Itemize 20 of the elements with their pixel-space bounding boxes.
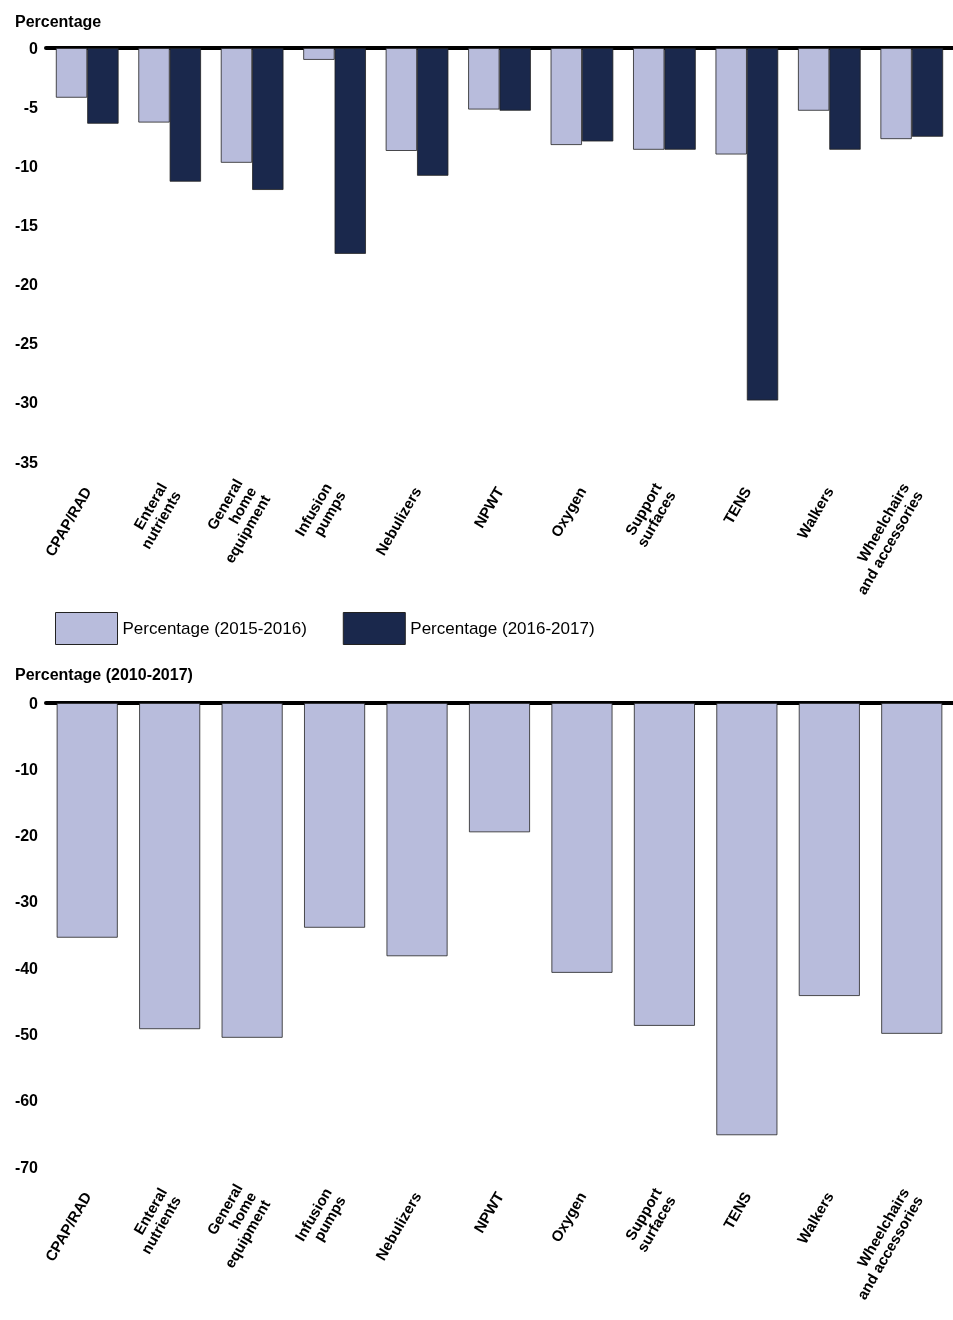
- y-tick-label: -20: [14, 276, 39, 294]
- legend-label: Percentage (2016-2017): [410, 619, 595, 638]
- y-tick-label: -60: [14, 1092, 39, 1110]
- y-tick-label: 0: [29, 39, 39, 57]
- y-tick-label: -15: [14, 216, 39, 234]
- y-tick-label: -30: [14, 394, 39, 412]
- y-tick-label: -30: [14, 893, 39, 911]
- y-tick-label: -10: [14, 157, 39, 175]
- y-tick-label: -50: [14, 1025, 39, 1043]
- y-tick-label: -10: [14, 760, 39, 778]
- y-axis-title: Percentage: [15, 12, 102, 30]
- y-tick-label: -5: [23, 98, 39, 116]
- y-tick-label: -70: [14, 1158, 39, 1176]
- y-tick-label: -20: [14, 827, 39, 845]
- y-axis-title: Percentage (2010-2017): [15, 665, 193, 683]
- y-tick-label: -40: [14, 959, 39, 977]
- y-tick-label: -35: [14, 453, 39, 471]
- y-tick-label: 0: [29, 694, 39, 712]
- y-tick-label: -25: [14, 335, 39, 353]
- legend-label: Percentage (2015-2016): [122, 619, 307, 638]
